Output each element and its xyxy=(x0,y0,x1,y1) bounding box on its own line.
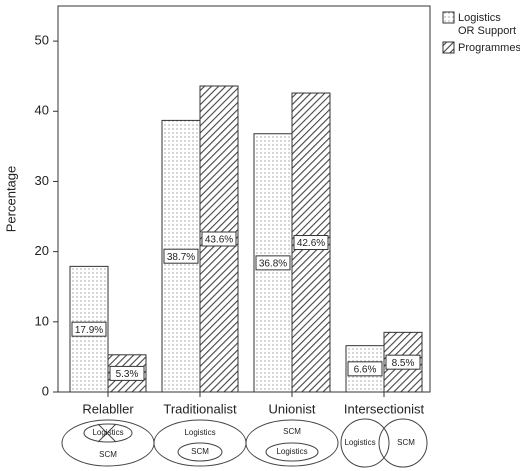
value-label-box xyxy=(71,321,107,337)
legend-swatch xyxy=(442,11,455,24)
diagram-label: Logistics xyxy=(184,428,215,437)
diagram-cross xyxy=(97,423,117,443)
value-label: 38.7% xyxy=(167,252,195,263)
diagram-shape xyxy=(177,442,223,462)
diagram-label: SCM xyxy=(397,438,415,447)
x-tick-label: Intersectionist xyxy=(344,401,425,416)
diagram-shape xyxy=(340,418,390,468)
value-label-box xyxy=(109,365,145,381)
value-label-box xyxy=(347,361,383,377)
x-tick-label: Unionist xyxy=(269,401,316,416)
y-tick-label: 40 xyxy=(35,103,49,118)
value-label: 8.5% xyxy=(392,358,415,369)
legend-label: Logistics OR Support xyxy=(458,12,517,37)
diagram-shape xyxy=(265,442,319,462)
diagram-label: SCM xyxy=(283,427,301,436)
diagram-label: Logistics xyxy=(92,428,123,437)
y-axis-label: Percentage xyxy=(3,166,18,233)
value-label: 36.8% xyxy=(259,259,287,270)
diagram-shape xyxy=(378,418,428,468)
diagram-label: Logistics xyxy=(344,438,375,447)
value-label: 17.9% xyxy=(75,325,103,336)
diagram-labels: Logistics SCM Logistics SCM SCM Logistic… xyxy=(92,427,415,459)
value-label: 42.6% xyxy=(297,238,325,249)
y-tick-label: 0 xyxy=(42,383,49,398)
y-tick-label: 50 xyxy=(35,33,49,48)
legend-label: Programmes xyxy=(458,42,520,54)
value-label-box xyxy=(293,235,329,251)
diagram-label: Logistics xyxy=(276,447,307,456)
diagram-shape xyxy=(245,419,339,467)
diagram-label: SCM xyxy=(99,450,117,459)
value-label: 6.6% xyxy=(354,364,377,375)
diagram-label: SCM xyxy=(191,447,209,456)
legend-swatch xyxy=(442,41,455,54)
y-tick-label: 10 xyxy=(35,313,49,328)
value-label-box xyxy=(163,248,199,264)
value-label: 43.6% xyxy=(205,235,233,246)
y-tick-label: 30 xyxy=(35,173,49,188)
x-tick-label: Traditionalist xyxy=(163,401,237,416)
diagram-shape xyxy=(83,423,133,443)
value-label: 5.3% xyxy=(116,369,139,380)
x-tick-label: Relabller xyxy=(82,401,134,416)
diagrams xyxy=(61,418,428,468)
y-tick-label: 20 xyxy=(35,243,49,258)
value-label-box xyxy=(255,255,291,271)
plot-frame xyxy=(57,5,431,393)
value-label-box xyxy=(385,354,421,370)
value-label-box xyxy=(201,231,237,247)
